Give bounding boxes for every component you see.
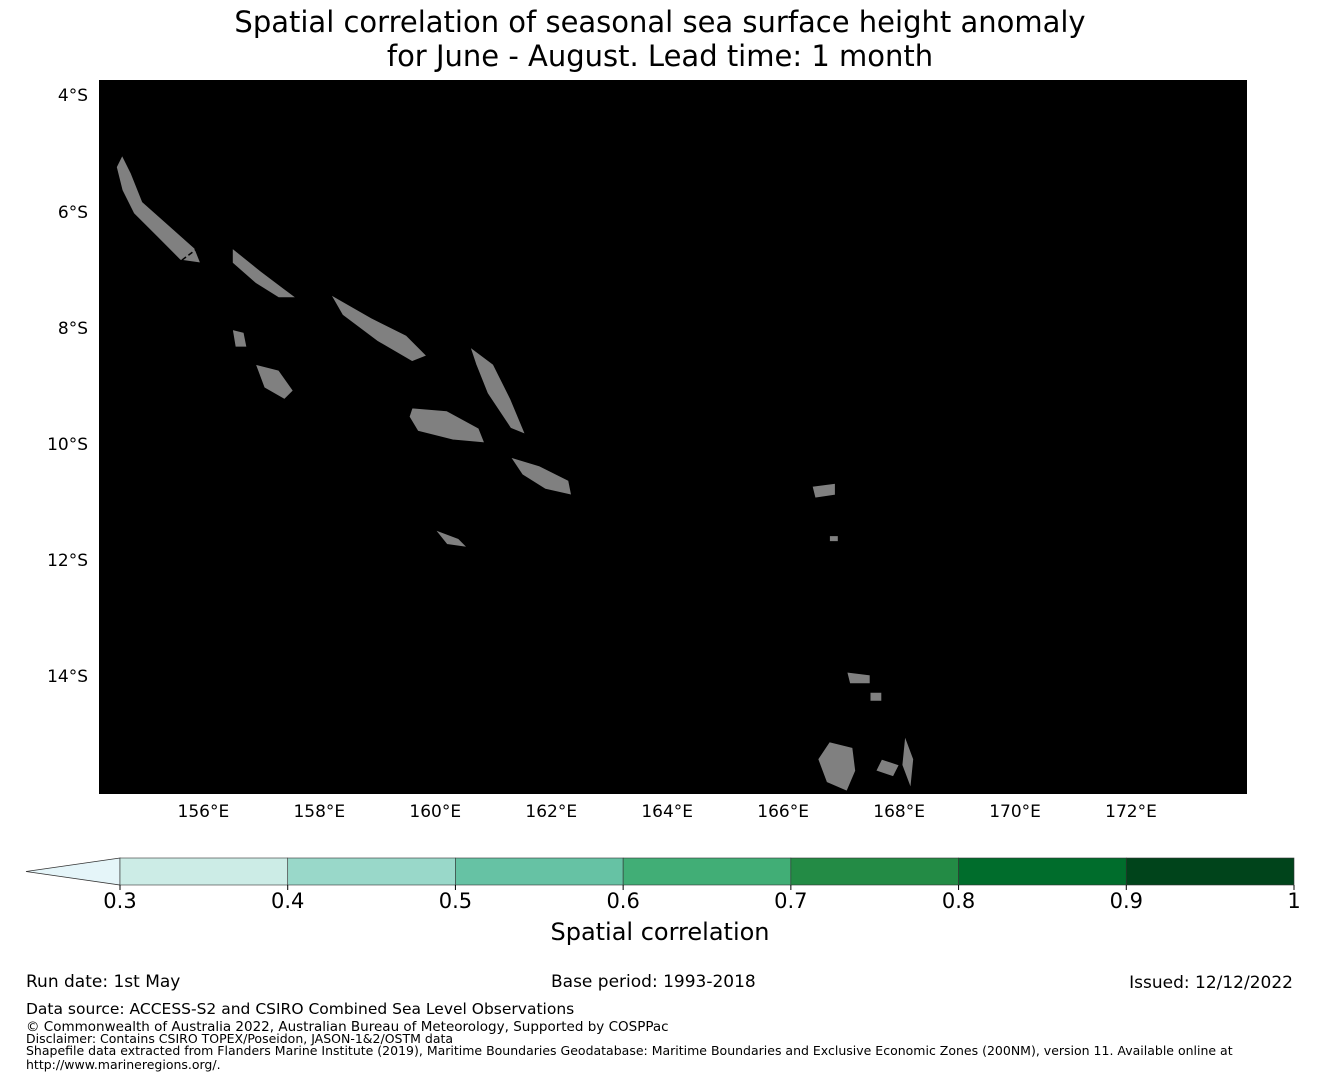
colorbar <box>25 857 1295 890</box>
colorbar-label: Spatial correlation <box>550 918 770 946</box>
longitude-tick-label: 156°E <box>177 802 230 822</box>
island-shape <box>408 407 486 444</box>
colorbar-segment <box>790 857 959 886</box>
colorbar-segment <box>287 857 456 886</box>
island-shape <box>869 692 883 702</box>
island-shape <box>875 758 900 778</box>
colorbar-tick-label: 0.8 <box>941 889 976 913</box>
island-shape <box>469 345 526 435</box>
colorbar-segment <box>622 857 792 886</box>
longitude-tick-label: 158°E <box>293 802 346 822</box>
longitude-tick-label: 162°E <box>525 802 578 822</box>
island-shape <box>509 456 573 496</box>
base-period: Base period: 1993-2018 <box>551 972 756 992</box>
longitude-tick-label: 172°E <box>1105 802 1157 822</box>
correlation-field <box>99 80 1247 794</box>
colorbar-tick-label: 0.5 <box>438 889 473 913</box>
latitude-tick-label: 10°S <box>47 434 88 455</box>
title-line-1: Spatial correlation of seasonal sea surf… <box>234 5 1086 39</box>
colorbar-segment <box>455 857 624 886</box>
shapefile-url: http://www.marineregions.org/. <box>26 1057 221 1072</box>
colorbar-tick-label: 0.4 <box>271 889 305 913</box>
island-shape <box>329 293 428 362</box>
island-shape <box>115 154 202 264</box>
island-shape <box>811 482 836 499</box>
colorbar-extend-arrow <box>25 857 121 886</box>
island-shape <box>817 741 857 792</box>
disclaimer: Disclaimer: Contains CSIRO TOPEX/Poseido… <box>26 1031 454 1046</box>
colorbar-segment <box>1125 857 1295 886</box>
island-shape <box>829 535 839 542</box>
latitude-tick-label: 12°S <box>47 550 88 571</box>
longitude-tick-label: 160°E <box>409 802 462 822</box>
island-shape <box>901 735 915 789</box>
colorbar-tick-label: 0.9 <box>1109 889 1143 913</box>
latitude-tick-label: 6°S <box>57 202 88 223</box>
eez-boundaries <box>121 105 1219 778</box>
island-shape <box>846 671 871 685</box>
island-shape <box>434 529 469 548</box>
colorbar-tick-label: 0.6 <box>606 889 640 913</box>
island-shape <box>254 363 294 400</box>
colorbar-tick-label: 1 <box>1287 889 1301 913</box>
graticule <box>99 80 1247 794</box>
island-shape <box>231 329 248 348</box>
chart-title: Spatial correlation of seasonal sea surf… <box>0 5 1320 73</box>
colorbar-segment <box>119 857 289 886</box>
latitude-tick-label: 4°S <box>57 86 88 107</box>
colorbar-tick-label: 0.3 <box>103 889 137 913</box>
colorbar-segment <box>958 857 1127 886</box>
longitude-tick-label: 166°E <box>757 802 809 822</box>
eez-boundary-line <box>121 105 1219 778</box>
title-line-2: for June - August. Lead time: 1 month <box>386 39 934 73</box>
latitude-tick-label: 8°S <box>57 318 88 339</box>
longitude-tick-label: 170°E <box>989 802 1041 822</box>
copyright-notice: © Commonwealth of Australia 2022, Austra… <box>26 1019 669 1035</box>
longitude-tick-label: 164°E <box>641 802 694 822</box>
data-source: Data source: ACCESS-S2 and CSIRO Combine… <box>26 1000 575 1018</box>
land-masses <box>115 154 915 792</box>
island-shape <box>232 247 298 299</box>
run-date: Run date: 1st May <box>26 972 181 992</box>
issued-date: Issued: 12/12/2022 <box>1129 973 1293 993</box>
latitude-tick-label: 14°S <box>47 666 88 687</box>
shapefile-credit: Shapefile data extracted from Flanders M… <box>26 1043 1233 1058</box>
colorbar-tick-label: 0.7 <box>774 889 808 913</box>
longitude-tick-label: 168°E <box>873 802 925 822</box>
